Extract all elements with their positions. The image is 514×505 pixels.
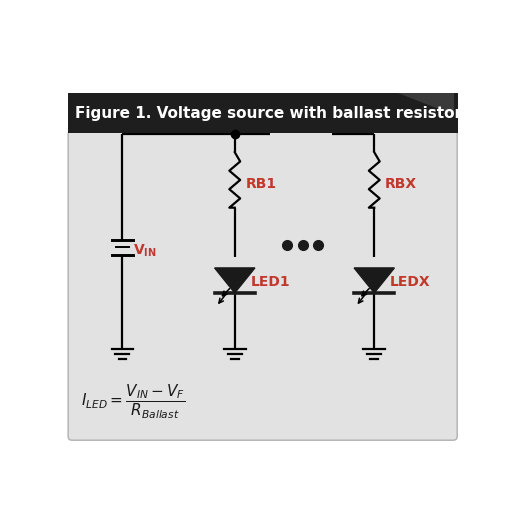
Polygon shape <box>215 268 255 293</box>
FancyBboxPatch shape <box>68 93 458 133</box>
Polygon shape <box>354 268 394 293</box>
Text: RB1: RB1 <box>246 177 277 191</box>
Text: RBX: RBX <box>385 177 417 191</box>
Text: LEDX: LEDX <box>390 275 430 289</box>
Text: $I_{LED} = \dfrac{V_{IN} - V_{F}}{R_{Ballast}}$: $I_{LED} = \dfrac{V_{IN} - V_{F}}{R_{Bal… <box>81 382 186 421</box>
Polygon shape <box>397 93 454 115</box>
FancyBboxPatch shape <box>68 131 457 440</box>
Text: LED1: LED1 <box>250 275 290 289</box>
Text: $\mathbf{V_{IN}}$: $\mathbf{V_{IN}}$ <box>133 243 157 260</box>
Text: Figure 1. Voltage source with ballast resistor: Figure 1. Voltage source with ballast re… <box>75 106 462 121</box>
